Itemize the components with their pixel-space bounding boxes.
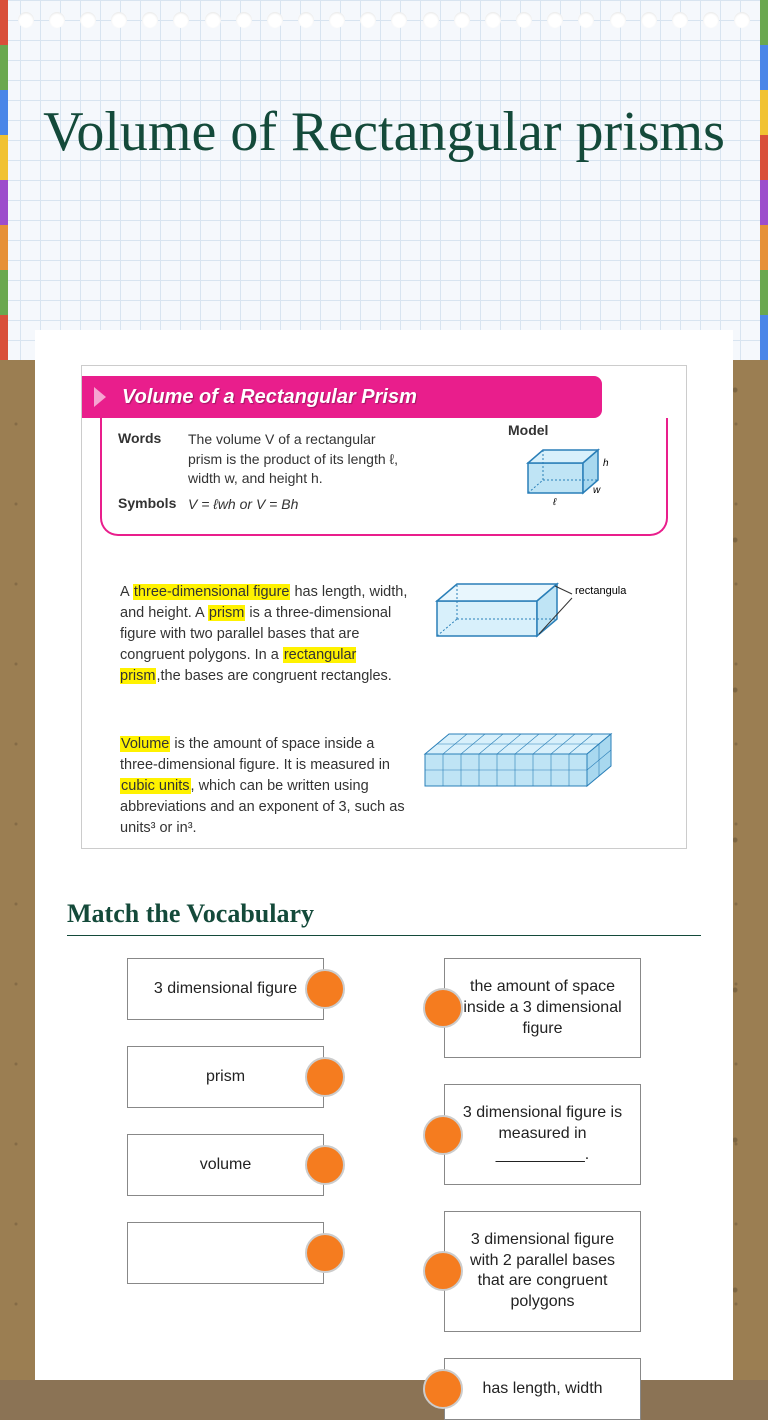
svg-text:h: h bbox=[603, 458, 609, 469]
concept-banner: Volume of a Rectangular Prism bbox=[82, 376, 602, 418]
definition-box: Words The volume V of a rectangular pris… bbox=[100, 418, 668, 536]
match-heading: Match the Vocabulary bbox=[67, 899, 701, 929]
match-left-column: 3 dimensional figure prism volume bbox=[127, 958, 324, 1420]
connector-dot-icon[interactable] bbox=[423, 1251, 463, 1291]
svg-text:w: w bbox=[593, 485, 601, 496]
connector-dot-icon[interactable] bbox=[423, 1369, 463, 1409]
svg-text:rectangular bases: rectangular bases bbox=[575, 585, 627, 597]
match-term-label: volume bbox=[200, 1155, 252, 1176]
match-term[interactable]: volume bbox=[127, 1134, 324, 1196]
paragraph-2: Volume is the amount of space inside a t… bbox=[120, 734, 410, 839]
banner-title: Volume of a Rectangular Prism bbox=[122, 386, 417, 409]
prism-model-icon: h w ℓ bbox=[508, 438, 618, 508]
right-color-stripe bbox=[760, 0, 768, 360]
match-term[interactable]: 3 dimensional figure bbox=[127, 958, 324, 1020]
match-definition[interactable]: has length, width bbox=[444, 1358, 641, 1420]
cubic-units-icon bbox=[417, 726, 617, 806]
chevron-right-icon bbox=[94, 387, 106, 407]
page-title: Volume of Rectangular prisms bbox=[0, 100, 768, 164]
connector-dot-icon[interactable] bbox=[305, 1145, 345, 1185]
header-grid-paper: Volume of Rectangular prisms bbox=[0, 0, 768, 360]
match-definition-label: the amount of space inside a 3 dimension… bbox=[459, 977, 626, 1039]
words-label: Words bbox=[118, 430, 188, 489]
connector-dot-icon[interactable] bbox=[423, 1115, 463, 1155]
match-term[interactable] bbox=[127, 1222, 324, 1284]
match-definition[interactable]: the amount of space inside a 3 dimension… bbox=[444, 958, 641, 1058]
content-card: Volume of a Rectangular Prism Words The … bbox=[35, 330, 733, 1380]
textbook-excerpt: Volume of a Rectangular Prism Words The … bbox=[81, 365, 687, 849]
notebook-holes bbox=[10, 12, 758, 32]
svg-text:ℓ: ℓ bbox=[552, 497, 557, 508]
match-term[interactable]: prism bbox=[127, 1046, 324, 1108]
paragraph-1: A three-dimensional figure has length, w… bbox=[120, 582, 410, 687]
match-definition-label: 3 dimensional figure with 2 parallel bas… bbox=[459, 1230, 626, 1313]
connector-dot-icon[interactable] bbox=[423, 988, 463, 1028]
match-definition[interactable]: 3 dimensional figure is measured in ____… bbox=[444, 1084, 641, 1184]
connector-dot-icon[interactable] bbox=[305, 1233, 345, 1273]
symbols-label: Symbols bbox=[118, 495, 188, 515]
model-label: Model bbox=[508, 422, 648, 438]
left-color-stripe bbox=[0, 0, 8, 360]
connector-dot-icon[interactable] bbox=[305, 969, 345, 1009]
words-text: The volume V of a rectangular prism is t… bbox=[188, 430, 408, 489]
match-definition-label: 3 dimensional figure is measured in ____… bbox=[459, 1103, 626, 1165]
vocabulary-match: 3 dimensional figure prism volume the am… bbox=[67, 958, 701, 1420]
match-term-label: prism bbox=[206, 1067, 245, 1088]
connector-dot-icon[interactable] bbox=[305, 1057, 345, 1097]
match-definition[interactable]: 3 dimensional figure with 2 parallel bas… bbox=[444, 1211, 641, 1332]
section-divider bbox=[67, 935, 701, 936]
match-definition-label: has length, width bbox=[482, 1379, 602, 1400]
match-right-column: the amount of space inside a 3 dimension… bbox=[444, 958, 641, 1420]
match-term-label: 3 dimensional figure bbox=[154, 979, 297, 1000]
rectangular-bases-icon: rectangular bases bbox=[427, 576, 627, 656]
